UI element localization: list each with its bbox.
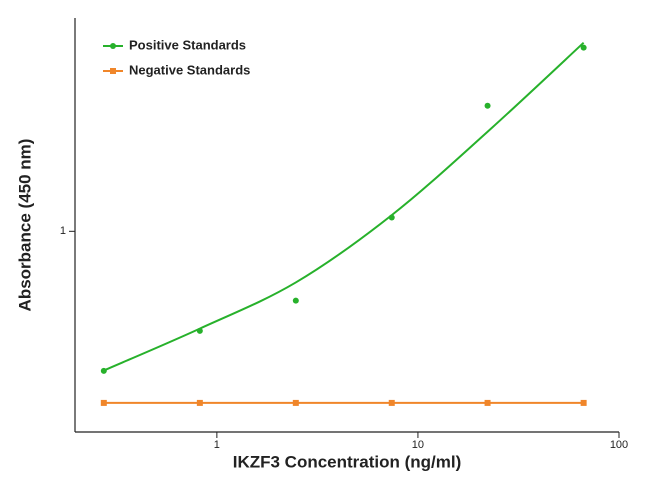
x-tick-label: 1 bbox=[214, 439, 220, 451]
fit-curve bbox=[103, 41, 585, 372]
point bbox=[292, 399, 299, 406]
point bbox=[388, 399, 395, 406]
legend-marker bbox=[110, 43, 116, 49]
legend-label: Negative Standards bbox=[129, 62, 250, 77]
y-tick-label: 1 bbox=[60, 225, 66, 237]
point bbox=[196, 327, 203, 334]
x-tick-label: 10 bbox=[412, 439, 424, 451]
legend-label: Positive Standards bbox=[129, 37, 246, 52]
x-tick-label: 100 bbox=[610, 439, 628, 451]
y-axis-label: Absorbance (450 nm) bbox=[15, 139, 34, 312]
point bbox=[580, 44, 587, 51]
point bbox=[196, 399, 203, 406]
point bbox=[580, 399, 587, 406]
x-axis-label: IKZF3 Concentration (ng/ml) bbox=[233, 452, 462, 471]
legend-marker bbox=[110, 68, 116, 74]
point bbox=[100, 367, 107, 374]
point bbox=[484, 399, 491, 406]
point bbox=[388, 214, 395, 221]
point bbox=[292, 297, 299, 304]
point bbox=[100, 399, 107, 406]
point bbox=[484, 102, 491, 109]
